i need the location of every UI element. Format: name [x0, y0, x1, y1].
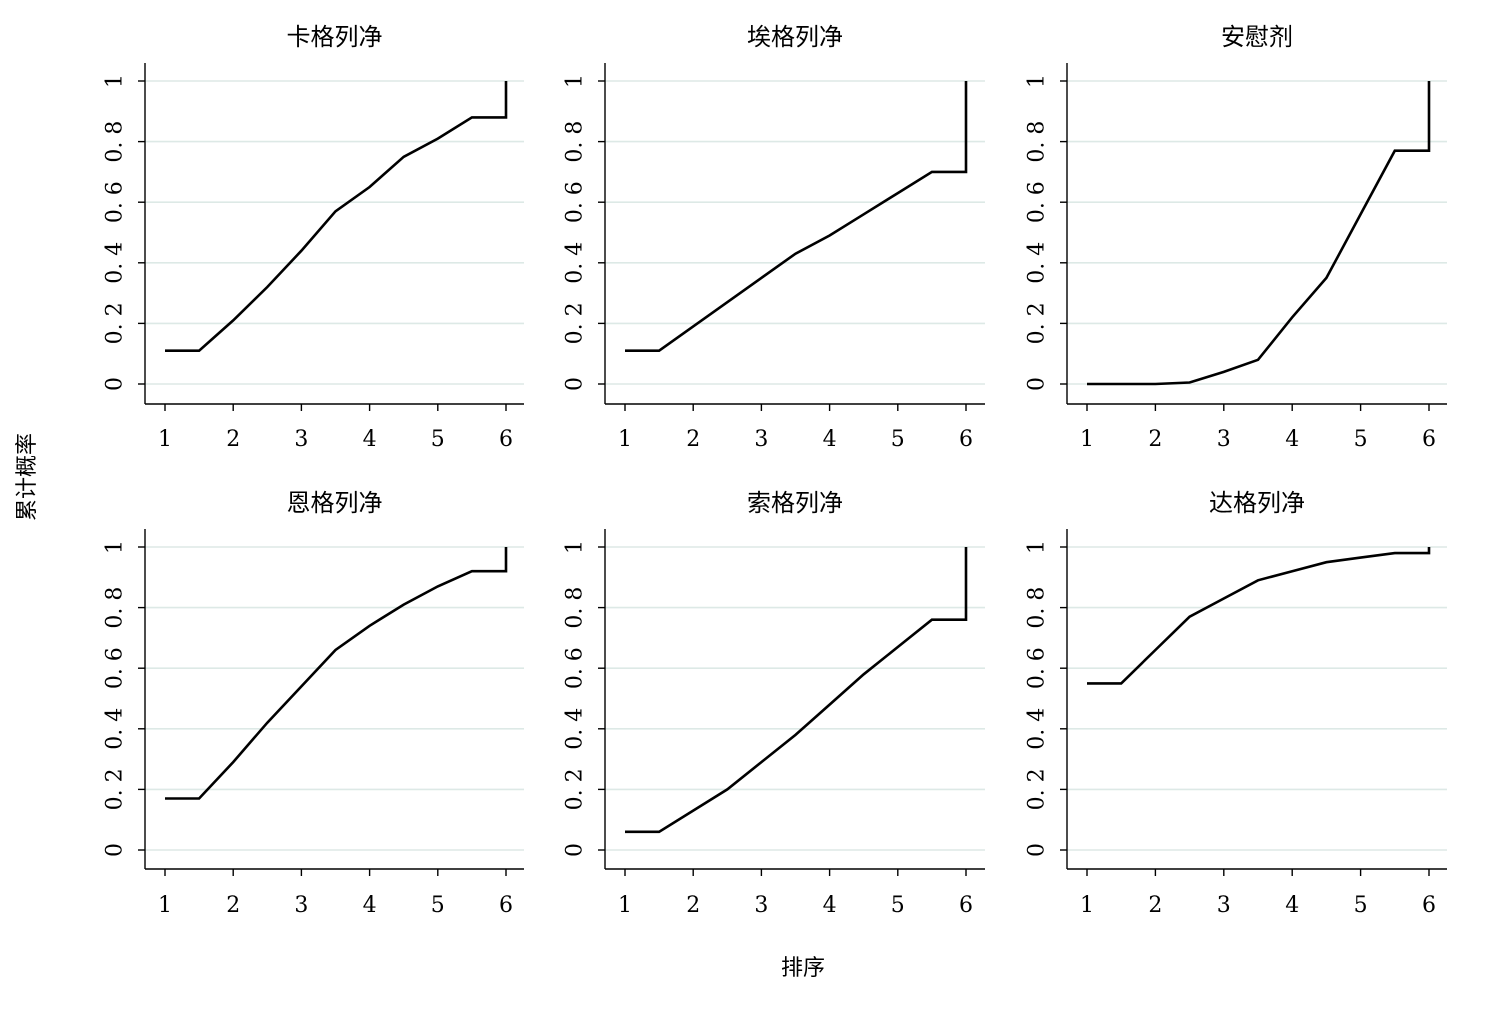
y-tick-label: 0 — [1025, 377, 1050, 391]
y-tick-label: 0. 6 — [103, 647, 128, 689]
x-tick-label: 2 — [1148, 427, 1162, 452]
y-tick-label: 0. 6 — [103, 181, 128, 223]
x-tick-label: 5 — [891, 427, 905, 452]
x-tick-label: 6 — [1422, 893, 1436, 918]
y-tick-label: 0. 6 — [563, 647, 588, 689]
x-tick-label: 5 — [891, 893, 905, 918]
x-tick-label: 4 — [823, 427, 837, 452]
x-tick-label: 6 — [959, 427, 973, 452]
y-tick-label: 0. 8 — [563, 587, 588, 629]
series-line — [1087, 547, 1431, 685]
x-tick-label: 2 — [226, 893, 240, 918]
x-tick-label: 3 — [1217, 893, 1231, 918]
y-tick-label: 0. 8 — [1025, 121, 1050, 163]
x-tick-label: 1 — [158, 427, 172, 452]
y-tick-label: 1 — [1025, 540, 1050, 554]
panel-title: 达格列净 — [1209, 489, 1305, 517]
y-tick-label: 0. 8 — [103, 121, 128, 163]
y-tick-label: 0. 8 — [563, 121, 588, 163]
y-tick-label: 1 — [563, 74, 588, 88]
y-tick-label: 0. 2 — [563, 302, 588, 344]
x-tick-label: 2 — [226, 427, 240, 452]
panel-title: 卡格列净 — [287, 23, 383, 51]
x-tick-label: 4 — [1285, 427, 1299, 452]
panel-title: 索格列净 — [747, 489, 843, 517]
chart-panel: 卡格列净 0 0. 2 0. 4 0. 6 0. 8 1 1 2 3 4 5 6 — [103, 23, 524, 452]
x-tick-label: 3 — [294, 427, 308, 452]
x-tick-label: 5 — [1354, 893, 1368, 918]
y-tick-label: 0. 8 — [103, 587, 128, 629]
x-tick-label: 3 — [754, 893, 768, 918]
shared-y-axis-title: 累计概率 — [15, 433, 40, 521]
y-tick-label: 0 — [1025, 843, 1050, 857]
x-tick-label: 1 — [618, 427, 632, 452]
x-tick-label: 5 — [431, 893, 445, 918]
y-tick-label: 0. 4 — [563, 242, 588, 284]
y-tick-label: 0. 6 — [1025, 647, 1050, 689]
x-tick-label: 2 — [686, 427, 700, 452]
x-tick-label: 2 — [686, 893, 700, 918]
x-tick-label: 1 — [1080, 893, 1094, 918]
chart-panels: 卡格列净 0 0. 2 0. 4 0. 6 0. 8 1 1 2 3 4 5 6 埃格列净 0 0. 2 0. … — [103, 23, 1447, 918]
y-tick-label: 0 — [563, 377, 588, 391]
y-tick-label: 0. 2 — [1025, 768, 1050, 810]
panel-title: 恩格列净 — [287, 489, 383, 517]
x-tick-label: 3 — [1217, 427, 1231, 452]
y-tick-label: 1 — [1025, 74, 1050, 88]
y-tick-label: 0 — [103, 843, 128, 857]
y-tick-label: 0. 4 — [103, 708, 128, 750]
x-tick-label: 4 — [823, 893, 837, 918]
y-tick-label: 0. 4 — [1025, 242, 1050, 284]
chart-panel: 索格列净 0 0. 2 0. 4 0. 6 0. 8 1 1 2 3 4 5 6 — [563, 489, 985, 918]
series-line — [625, 81, 968, 353]
y-tick-label: 0. 2 — [563, 768, 588, 810]
y-tick-label: 0. 6 — [563, 181, 588, 223]
y-tick-label: 0. 4 — [1025, 708, 1050, 750]
x-tick-label: 4 — [1285, 893, 1299, 918]
x-tick-label: 4 — [363, 893, 377, 918]
chart-panel: 恩格列净 0 0. 2 0. 4 0. 6 0. 8 1 1 2 3 4 5 6 — [103, 489, 524, 918]
series-line — [165, 547, 508, 800]
y-tick-label: 1 — [103, 540, 128, 554]
y-tick-label: 0. 2 — [103, 302, 128, 344]
y-tick-label: 0. 8 — [1025, 587, 1050, 629]
x-tick-label: 3 — [754, 427, 768, 452]
chart-panel: 埃格列净 0 0. 2 0. 4 0. 6 0. 8 1 1 2 3 4 5 6 — [563, 23, 985, 452]
x-tick-label: 5 — [431, 427, 445, 452]
panel-title: 安慰剂 — [1221, 23, 1293, 51]
x-tick-label: 1 — [618, 893, 632, 918]
x-tick-label: 6 — [499, 893, 513, 918]
series-line — [165, 81, 508, 353]
x-tick-label: 2 — [1148, 893, 1162, 918]
y-tick-label: 0. 2 — [103, 768, 128, 810]
y-tick-label: 1 — [103, 74, 128, 88]
x-tick-label: 6 — [499, 427, 513, 452]
panel-title: 埃格列净 — [747, 23, 843, 51]
chart-panel: 安慰剂 0 0. 2 0. 4 0. 6 0. 8 1 1 2 3 4 5 6 — [1025, 23, 1447, 452]
y-tick-label: 0. 2 — [1025, 302, 1050, 344]
x-tick-label: 1 — [158, 893, 172, 918]
y-tick-label: 0 — [563, 843, 588, 857]
y-tick-label: 0. 6 — [1025, 181, 1050, 223]
y-tick-label: 0. 4 — [563, 708, 588, 750]
series-line — [1087, 81, 1431, 386]
x-tick-label: 3 — [294, 893, 308, 918]
x-tick-label: 1 — [1080, 427, 1094, 452]
y-tick-label: 0 — [103, 377, 128, 391]
chart-panel: 达格列净 0 0. 2 0. 4 0. 6 0. 8 1 1 2 3 4 5 6 — [1025, 489, 1447, 918]
x-tick-label: 5 — [1354, 427, 1368, 452]
y-tick-label: 0. 4 — [103, 242, 128, 284]
x-tick-label: 6 — [959, 893, 973, 918]
y-tick-label: 1 — [563, 540, 588, 554]
x-tick-label: 6 — [1422, 427, 1436, 452]
series-line — [625, 547, 968, 834]
x-tick-label: 4 — [363, 427, 377, 452]
shared-x-axis-title: 排序 — [781, 956, 825, 981]
